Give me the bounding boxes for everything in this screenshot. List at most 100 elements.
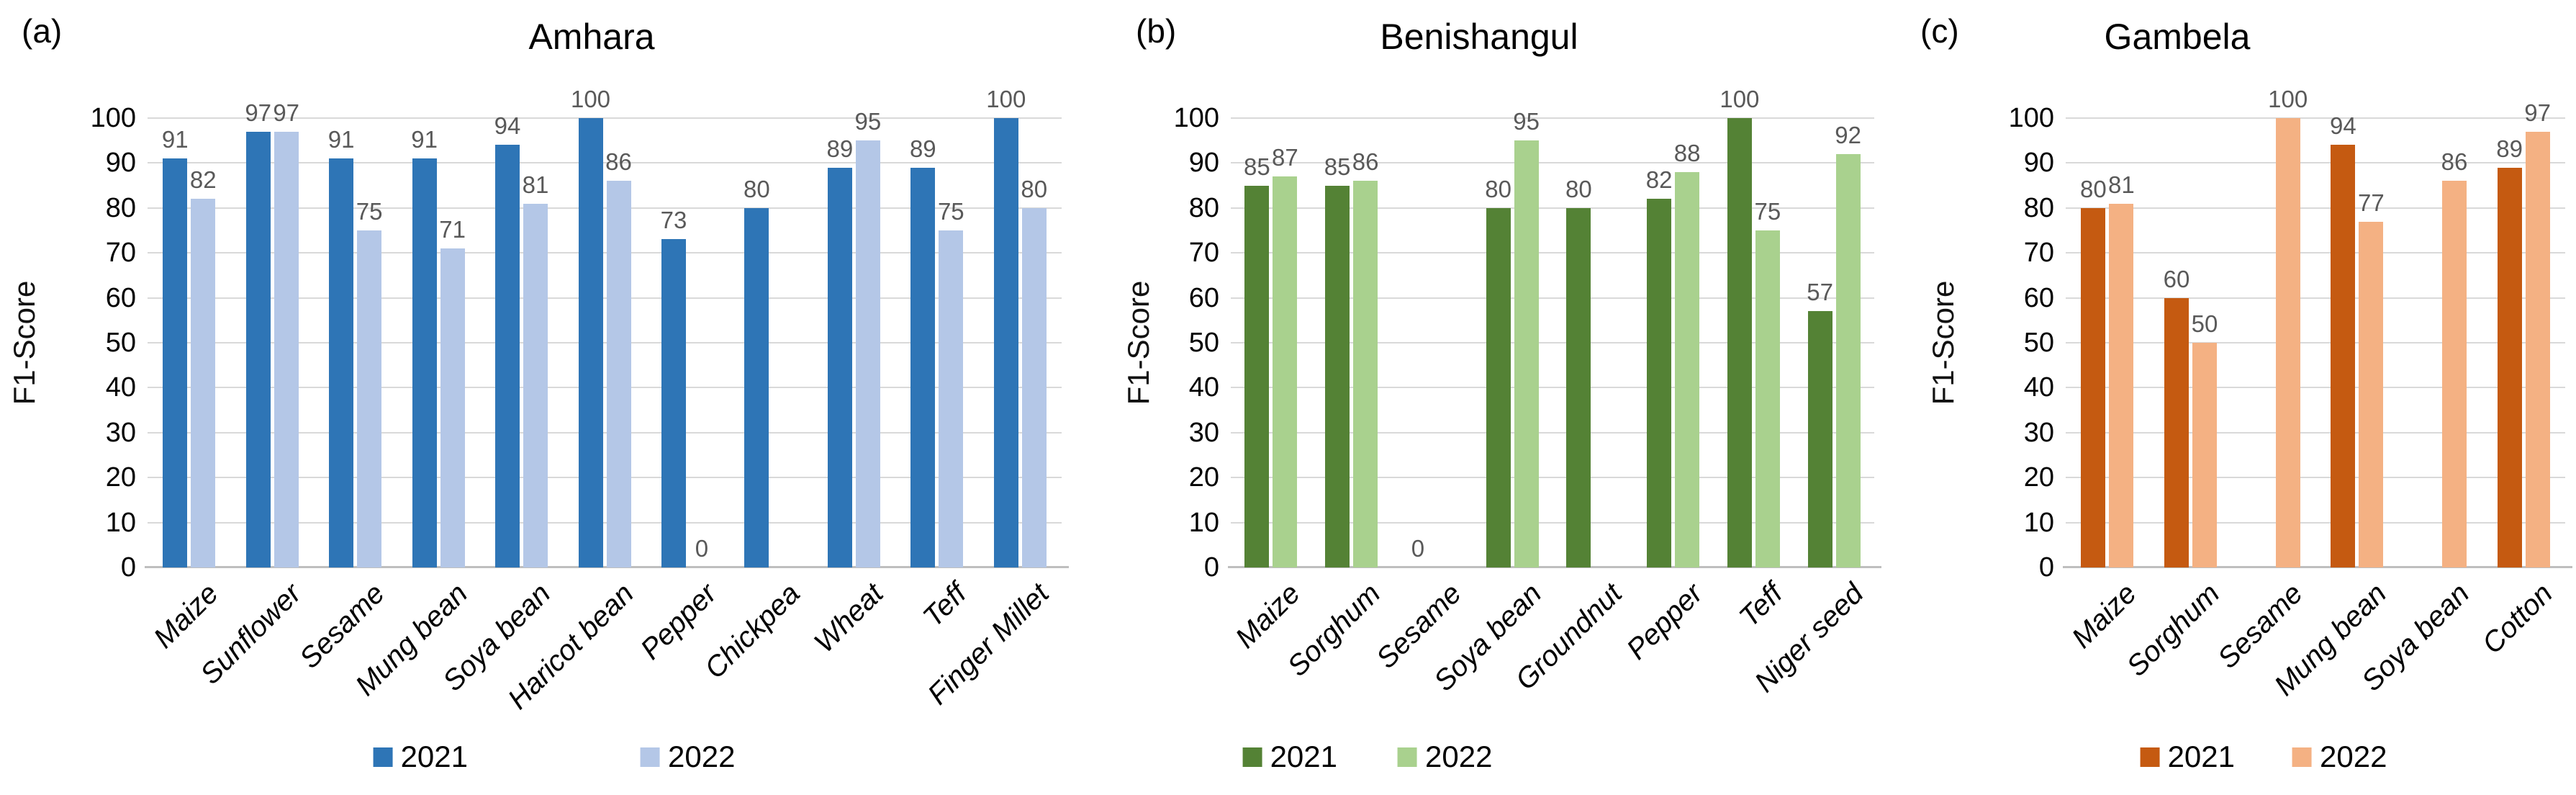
y-tick-label: 80 xyxy=(105,192,136,223)
value-label: 97 xyxy=(273,99,300,126)
value-label: 82 xyxy=(1645,166,1673,194)
gridline xyxy=(1231,117,1874,119)
bar-2021 xyxy=(2164,297,2189,567)
bar-2022 xyxy=(2109,203,2134,567)
bar-2021 xyxy=(2081,207,2106,567)
x-category-label-text: Sorghum xyxy=(2120,578,2226,683)
gridline xyxy=(148,162,1062,164)
x-category-label-text: Teff xyxy=(1733,578,1789,634)
value-label: 89 xyxy=(826,135,854,162)
value-label: 77 xyxy=(2357,189,2385,216)
legend-swatch-2021 xyxy=(2140,747,2160,767)
gridline xyxy=(1231,162,1874,164)
value-label: 100 xyxy=(1719,86,1760,112)
y-tick-label: 0 xyxy=(120,552,136,583)
bar-2021 xyxy=(2497,167,2522,567)
y-tick-label: 30 xyxy=(1188,417,1219,448)
bar-2021 xyxy=(1325,185,1350,567)
bar-2021 xyxy=(744,207,769,567)
x-axis-line xyxy=(2063,566,2572,568)
gridline xyxy=(1231,252,1874,254)
value-label: 73 xyxy=(660,207,687,234)
bar-2022 xyxy=(1514,140,1539,567)
y-tick-label: 0 xyxy=(2038,552,2054,583)
y-tick-label: 60 xyxy=(1188,282,1219,313)
bar-2022 xyxy=(939,230,964,567)
value-label: 92 xyxy=(1835,121,1861,148)
y-tick-label: 90 xyxy=(105,148,136,179)
gridline xyxy=(2066,117,2565,119)
value-label: 75 xyxy=(356,198,383,225)
legend-label-2021: 2021 xyxy=(400,740,468,773)
bar-2022 xyxy=(523,203,548,567)
value-label: 91 xyxy=(327,126,355,153)
bar-2021 xyxy=(2331,145,2356,567)
value-label: 91 xyxy=(411,126,438,153)
bar-2021 xyxy=(827,167,852,567)
bar-2021 xyxy=(495,145,520,567)
chart-title: Benishangul xyxy=(1380,17,1578,57)
bar-2021 xyxy=(661,239,686,567)
gridline xyxy=(2066,387,2565,389)
y-tick-label: 20 xyxy=(105,462,136,493)
y-tick-label: 60 xyxy=(105,282,136,313)
value-label: 87 xyxy=(1272,144,1298,171)
value-label: 86 xyxy=(605,148,632,176)
legend-label-2022: 2022 xyxy=(1425,740,1493,773)
gridline xyxy=(148,342,1062,343)
value-label: 81 xyxy=(2107,171,2135,198)
gridline xyxy=(1231,477,1874,479)
bar-2022 xyxy=(2525,131,2550,567)
gridline xyxy=(148,477,1062,479)
value-label: 86 xyxy=(2441,148,2468,176)
gridline xyxy=(148,297,1062,299)
value-label: 97 xyxy=(2524,99,2552,126)
bar-2021 xyxy=(910,167,936,567)
value-label: 80 xyxy=(1021,175,1048,202)
bar-2022 xyxy=(2192,343,2217,567)
y-tick-label: 50 xyxy=(2023,328,2054,358)
bar-2021 xyxy=(245,131,271,567)
y-tick-label: 50 xyxy=(1188,328,1219,358)
bar-2021 xyxy=(1647,199,1672,567)
bar-2022 xyxy=(274,131,299,567)
bar-2022 xyxy=(2275,118,2300,567)
panel-letter: (b) xyxy=(1136,12,1177,50)
y-tick-label: 100 xyxy=(2008,103,2054,133)
value-label: 50 xyxy=(2191,310,2218,337)
legend-swatch-2021 xyxy=(1242,747,1262,767)
legend-label-2021: 2021 xyxy=(1270,740,1337,773)
bar-2021 xyxy=(329,158,354,567)
legend-item-2022: 2022 xyxy=(2292,742,2387,772)
bar-2022 xyxy=(2442,181,2467,567)
y-tick-label: 60 xyxy=(2023,282,2054,313)
value-label: 97 xyxy=(245,99,272,126)
legend-swatch-2022 xyxy=(641,747,660,767)
gridline xyxy=(1231,431,1874,434)
gridline xyxy=(2066,297,2565,299)
value-label: 94 xyxy=(494,112,521,140)
gridline xyxy=(148,252,1062,254)
y-tick-label: 40 xyxy=(2023,372,2054,403)
bar-2022 xyxy=(606,181,631,567)
bar-2021 xyxy=(578,118,603,567)
value-label: 85 xyxy=(1324,153,1351,180)
value-label: 91 xyxy=(161,126,189,153)
legend-swatch-2022 xyxy=(1398,747,1417,767)
value-label: 57 xyxy=(1807,279,1833,306)
bar-2022 xyxy=(357,230,382,567)
value-label: 88 xyxy=(1673,139,1701,166)
legend-item-2021: 2021 xyxy=(373,740,468,773)
bar-2022 xyxy=(855,140,880,567)
y-tick-label: 10 xyxy=(2023,507,2054,538)
y-tick-label: 20 xyxy=(2023,462,2054,493)
gridline xyxy=(148,117,1062,119)
y-tick-label: 100 xyxy=(90,103,136,133)
value-label: 95 xyxy=(1513,108,1540,135)
gridline xyxy=(148,387,1062,389)
value-label: 75 xyxy=(1754,198,1781,225)
value-label: 89 xyxy=(2496,135,2523,162)
gridline xyxy=(2066,252,2565,254)
gridline xyxy=(2066,342,2565,343)
